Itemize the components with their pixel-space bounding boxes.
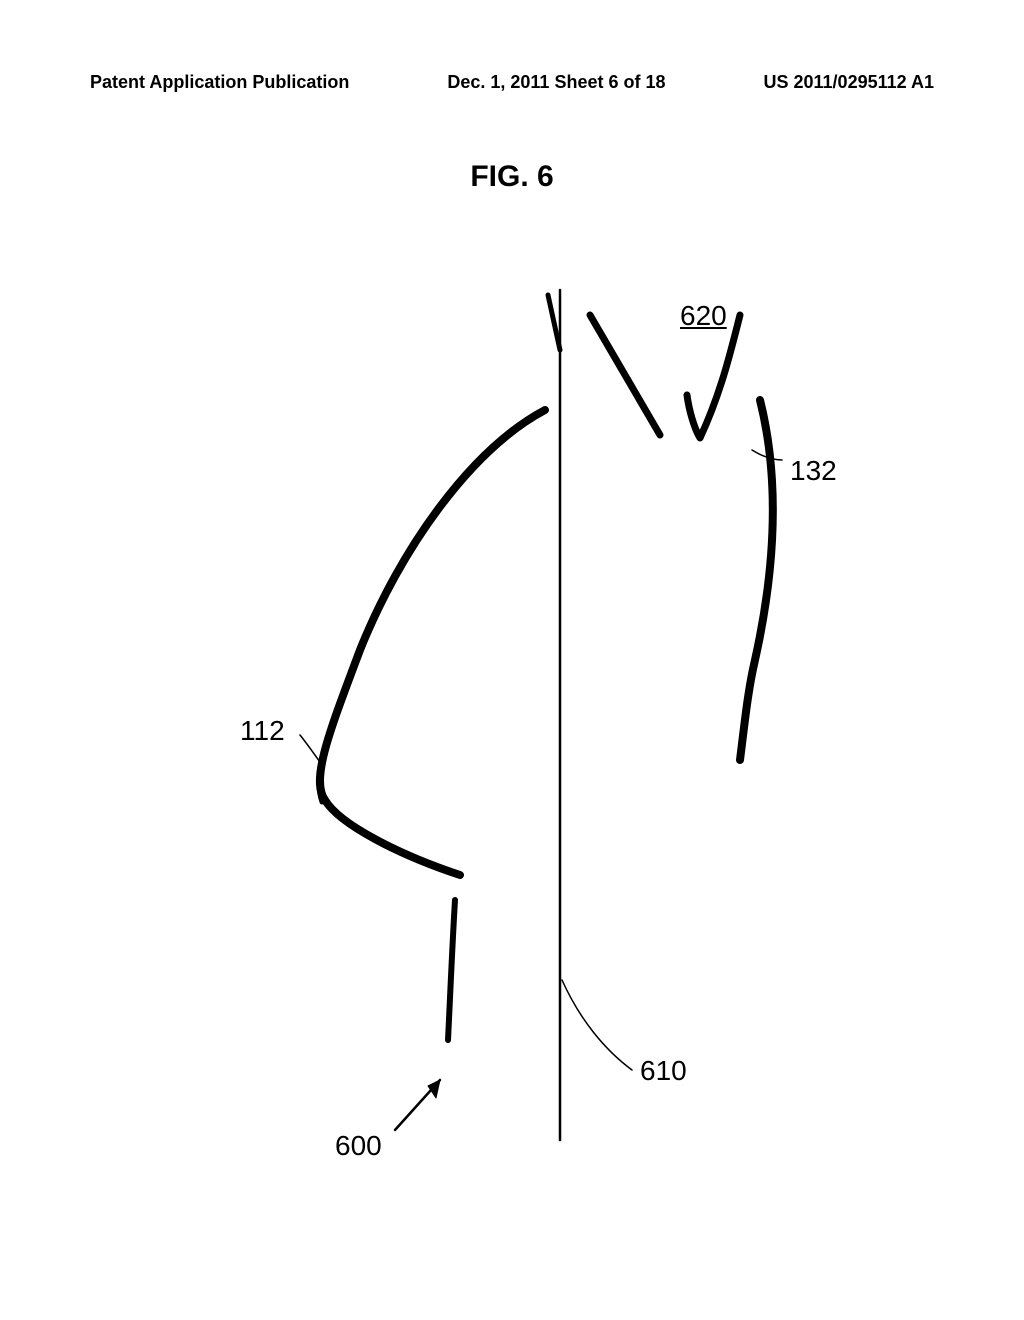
callout-620: 620 xyxy=(680,300,727,332)
lower-left-mark xyxy=(448,900,455,1040)
breast-outline xyxy=(320,410,545,875)
callout-112: 112 xyxy=(240,715,285,747)
figure-title: FIG. 6 xyxy=(470,160,553,194)
callout-600: 600 xyxy=(335,1130,382,1162)
back-outline xyxy=(740,400,773,760)
header-left: Patent Application Publication xyxy=(90,72,349,93)
collar-right-2 xyxy=(687,315,740,438)
leader-112 xyxy=(300,735,322,765)
collar-right-1 xyxy=(590,315,660,435)
collar-left-tick xyxy=(548,295,560,350)
figure-drawing: 620 132 112 610 600 xyxy=(0,260,1024,1260)
callout-610: 610 xyxy=(640,1055,687,1087)
page-header: Patent Application Publication Dec. 1, 2… xyxy=(0,72,1024,93)
leader-600-head xyxy=(428,1080,440,1098)
header-right: US 2011/0295112 A1 xyxy=(764,72,934,93)
leader-610 xyxy=(562,980,632,1070)
callout-132: 132 xyxy=(790,455,837,487)
nipple-mark xyxy=(319,768,322,802)
figure-svg xyxy=(0,260,1024,1260)
header-center: Dec. 1, 2011 Sheet 6 of 18 xyxy=(447,72,665,93)
